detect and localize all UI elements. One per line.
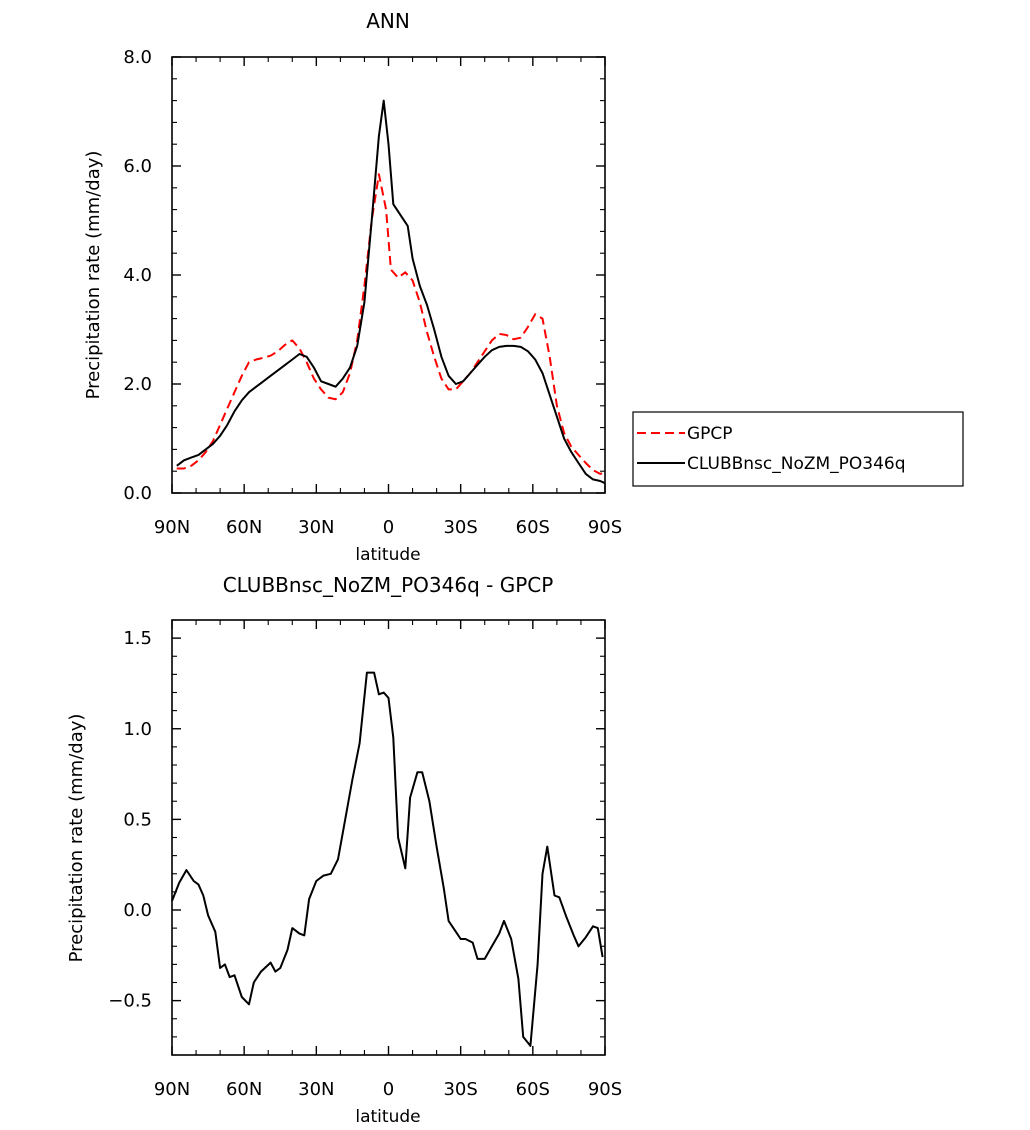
top-plot-frame — [171, 56, 606, 494]
top-x-tick-label: 30S — [443, 517, 477, 538]
top-axis-ticks: 90N 60N 30N 0 30S 60S 90S 0.0 2.0 4.0 6.0 8.0 — [123, 47, 622, 538]
bottom-x-tick-label: 90S — [588, 1079, 622, 1100]
top-x-tick-label: 30N — [298, 517, 334, 538]
bottom-series-line-0 — [171, 671, 604, 1047]
top-x-axis-label: latitude — [355, 545, 420, 565]
top-series-line-clubbnsc-nozm-po346q — [176, 99, 606, 485]
bottom-y-axis-label: Precipitation rate (mm/day) — [66, 714, 87, 963]
top-series-lines — [176, 99, 606, 485]
top-y-tick-label: 2.0 — [123, 374, 152, 395]
bottom-x-tick-label: 30S — [443, 1079, 477, 1100]
bottom-x-tick-label: 90N — [154, 1079, 190, 1100]
bottom-x-tick-label: 60N — [226, 1079, 262, 1100]
top-y-tick-label: 4.0 — [123, 265, 152, 286]
bottom-y-tick-label: 0.0 — [123, 900, 152, 921]
legend-label-gpcp: GPCP — [687, 424, 733, 444]
bottom-chart-title: CLUBBnsc_NoZM_PO346q - GPCP — [223, 573, 554, 597]
top-y-axis-label: Precipitation rate (mm/day) — [83, 151, 104, 400]
bottom-x-tick-label: 30N — [298, 1079, 334, 1100]
top-x-tick-label: 90N — [154, 517, 190, 538]
bottom-plot-frame — [171, 619, 606, 1056]
top-y-tick-label: 0.0 — [123, 483, 152, 504]
legend-box — [632, 411, 964, 487]
bottom-x-tick-label: 60S — [516, 1079, 550, 1100]
top-panel: ANN 90N 60N 30N 0 30S 60S 90S 0.0 2.0 4.0 6.0 8.0 P… — [83, 9, 964, 565]
bottom-panel: CLUBBnsc_NoZM_PO346q - GPCP 90N 60N 30N 0 30… — [66, 573, 622, 1127]
bottom-x-tick-label: 0 — [383, 1079, 394, 1100]
top-y-tick-label: 6.0 — [123, 156, 152, 177]
top-series-line-gpcp — [176, 173, 606, 475]
top-x-tick-label: 60S — [516, 517, 550, 538]
bottom-y-tick-label: −0.5 — [108, 991, 152, 1012]
top-y-tick-label: 8.0 — [123, 47, 152, 68]
legend-label-clubb: CLUBBnsc_NoZM_PO346q — [687, 454, 906, 474]
bottom-x-axis-label: latitude — [355, 1107, 420, 1127]
bottom-y-tick-label: 0.5 — [123, 809, 152, 830]
bottom-series-lines — [171, 671, 604, 1047]
bottom-axis-ticks: 90N 60N 30N 0 30S 60S 90S −0.5 0.0 0.5 1.0 1.5 — [108, 619, 622, 1100]
top-x-tick-label: 60N — [226, 517, 262, 538]
bottom-y-tick-label: 1.0 — [123, 719, 152, 740]
top-x-tick-label: 90S — [588, 517, 622, 538]
top-chart-title: ANN — [366, 9, 410, 33]
legend: GPCP CLUBBnsc_NoZM_PO346q — [632, 411, 964, 487]
bottom-y-tick-label: 1.5 — [123, 628, 152, 649]
top-x-tick-label: 0 — [383, 517, 394, 538]
